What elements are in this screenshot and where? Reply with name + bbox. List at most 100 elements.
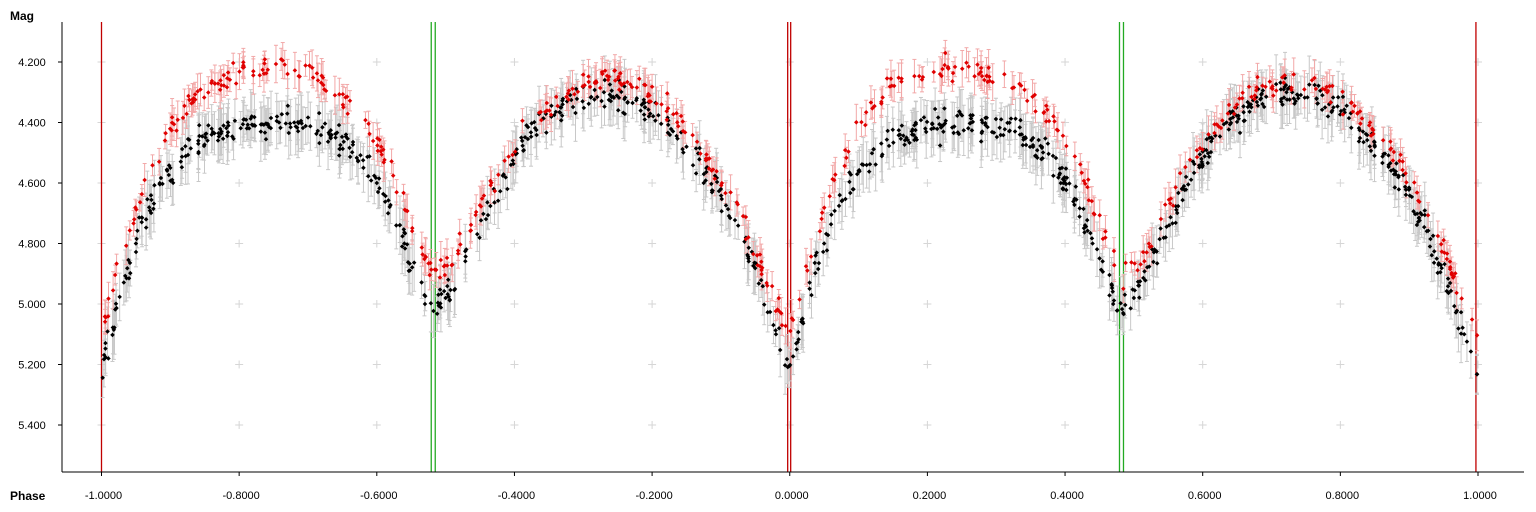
data-point <box>1283 82 1289 88</box>
data-point <box>1380 154 1385 159</box>
data-point <box>245 122 251 127</box>
data-point <box>1174 210 1180 216</box>
data-point <box>483 216 489 222</box>
data-point <box>816 260 822 266</box>
data-point <box>341 139 346 145</box>
data-point <box>1394 161 1399 166</box>
data-point <box>431 308 436 314</box>
data-point <box>215 138 221 143</box>
data-point <box>1226 127 1232 132</box>
data-point <box>761 302 767 307</box>
data-point <box>1158 226 1163 231</box>
data-point <box>1111 298 1117 303</box>
data-point <box>1100 259 1105 264</box>
data-point <box>978 139 984 144</box>
data-point <box>784 356 790 362</box>
data-point <box>511 161 516 167</box>
data-point <box>776 325 782 331</box>
data-point <box>1338 108 1344 114</box>
data-point <box>1073 184 1079 189</box>
data-point <box>1039 144 1045 149</box>
data-point <box>117 294 122 300</box>
data-point <box>544 130 549 135</box>
data-point <box>1357 135 1363 141</box>
data-point <box>1137 295 1142 300</box>
data-point <box>428 300 434 306</box>
data-point <box>1325 114 1331 119</box>
data-point <box>642 117 648 122</box>
data-point <box>1077 214 1082 219</box>
data-point <box>1371 139 1377 144</box>
data-point <box>183 144 188 149</box>
data-point <box>347 145 352 151</box>
data-point <box>1372 153 1377 158</box>
data-point <box>829 212 834 217</box>
data-point <box>1305 95 1310 100</box>
data-point <box>1346 115 1352 121</box>
data-point <box>1442 261 1447 267</box>
data-point <box>1367 144 1373 149</box>
data-point <box>1188 177 1194 183</box>
data-point <box>884 137 890 142</box>
data-point <box>1088 230 1093 236</box>
data-point <box>1023 142 1029 148</box>
data-point <box>746 259 751 264</box>
data-point <box>681 150 686 155</box>
data-point <box>735 223 741 228</box>
data-point <box>1206 154 1212 160</box>
data-point <box>923 129 929 135</box>
data-point <box>397 222 403 228</box>
data-point <box>1157 236 1162 242</box>
data-point <box>1278 80 1283 85</box>
data-point <box>1164 224 1169 230</box>
data-point <box>1185 182 1191 187</box>
data-point <box>1298 92 1304 98</box>
data-point <box>1255 103 1261 108</box>
data-point <box>1040 150 1046 155</box>
data-point <box>1035 155 1040 161</box>
data-point <box>752 265 758 271</box>
data-point <box>196 141 201 147</box>
data-point <box>1064 187 1069 193</box>
data-point <box>1322 105 1328 110</box>
data-point <box>807 280 812 285</box>
data-point <box>308 123 313 129</box>
data-point <box>1427 244 1433 249</box>
data-point <box>274 114 280 119</box>
data-point <box>1237 130 1243 136</box>
data-point <box>1329 109 1334 115</box>
data-point <box>745 252 750 258</box>
data-point <box>1122 292 1128 298</box>
data-point <box>226 123 231 128</box>
data-point <box>1132 288 1138 293</box>
data-point <box>1458 309 1464 315</box>
data-point <box>448 287 453 293</box>
data-point <box>485 200 490 205</box>
data-point <box>336 122 342 128</box>
data-point <box>240 122 246 127</box>
data-point <box>505 186 510 192</box>
data-point <box>760 283 766 289</box>
data-point <box>1421 224 1427 230</box>
data-point <box>1081 206 1086 212</box>
data-point <box>767 309 773 315</box>
data-point <box>360 157 366 163</box>
data-point <box>1241 118 1247 124</box>
data-point <box>1447 280 1453 286</box>
data-point <box>322 121 328 126</box>
data-point <box>1431 260 1437 266</box>
data-point <box>998 132 1003 138</box>
data-point <box>997 125 1002 131</box>
data-point <box>1085 228 1090 234</box>
data-point <box>630 100 635 106</box>
data-point <box>445 277 451 283</box>
data-point <box>1217 134 1223 139</box>
data-point <box>1241 110 1246 115</box>
data-point <box>1174 207 1179 213</box>
data-point <box>836 203 842 209</box>
data-point <box>820 249 826 255</box>
data-point <box>497 189 503 194</box>
data-point <box>790 354 796 359</box>
error-bars <box>100 39 1480 399</box>
data-point <box>1361 139 1366 145</box>
